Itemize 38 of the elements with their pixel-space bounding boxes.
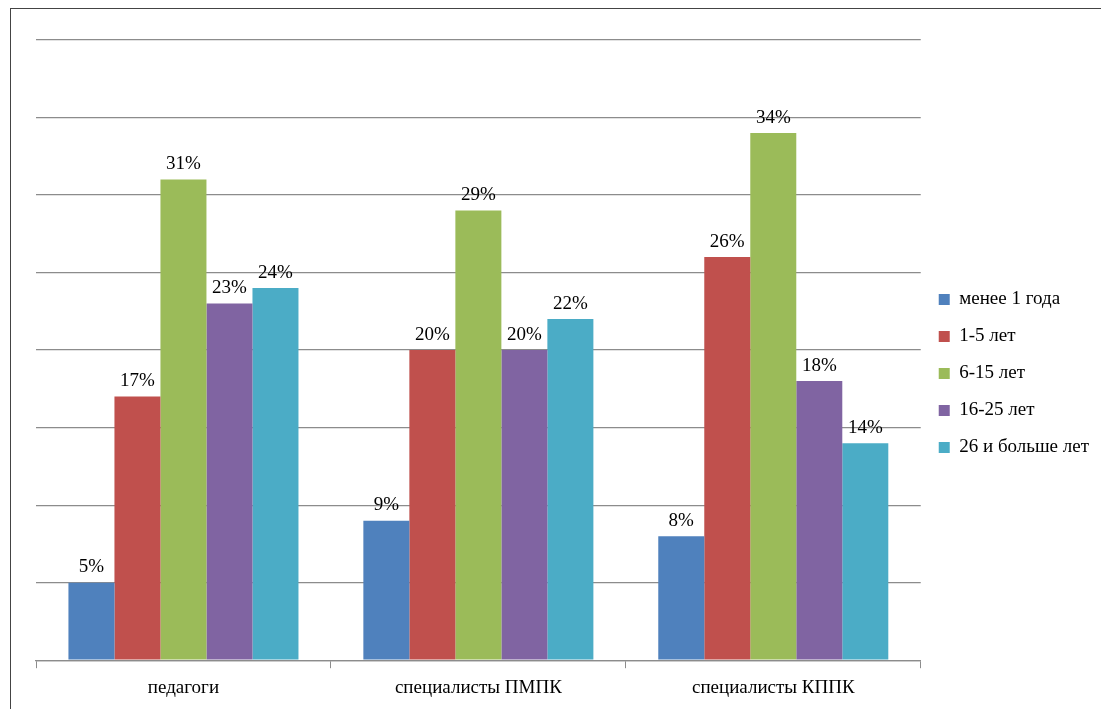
bar [750, 133, 797, 660]
data-label: 26% [709, 229, 745, 251]
legend-label: 26 и больше лет [959, 435, 1090, 457]
legend-label: 6-15 лет [959, 361, 1026, 383]
bar [206, 303, 253, 660]
data-label: 5% [78, 555, 105, 577]
bar [547, 319, 594, 660]
data-label: 18% [801, 353, 837, 375]
data-label: 17% [120, 369, 156, 391]
bar [160, 179, 207, 660]
data-label: 29% [460, 183, 496, 205]
data-label: 22% [552, 291, 588, 313]
data-label: 31% [166, 152, 202, 174]
data-label: 24% [258, 260, 294, 282]
legend-label: 16-25 лет [959, 398, 1036, 420]
bar [68, 582, 115, 660]
bar [796, 381, 843, 660]
x-tick-label: специалисты КППК [691, 675, 855, 697]
bar [409, 350, 456, 660]
data-label: 34% [755, 105, 791, 127]
data-label: 9% [373, 493, 400, 515]
bar [842, 443, 889, 660]
data-label: 23% [212, 276, 248, 298]
legend-label: менее 1 года [959, 287, 1061, 309]
data-label: 8% [668, 508, 695, 530]
bar [252, 288, 299, 660]
bar [363, 520, 410, 660]
bar [704, 257, 751, 660]
data-label: 20% [506, 322, 542, 344]
bar [114, 396, 161, 660]
bar [501, 350, 548, 660]
bar [455, 210, 502, 660]
bar [658, 536, 705, 660]
data-label: 14% [847, 415, 883, 437]
x-tick-label: педагоги [147, 675, 220, 697]
x-tick-label: специалисты ПМПК [394, 675, 563, 697]
legend-label: 1-5 лет [959, 324, 1017, 346]
data-label: 20% [414, 322, 450, 344]
